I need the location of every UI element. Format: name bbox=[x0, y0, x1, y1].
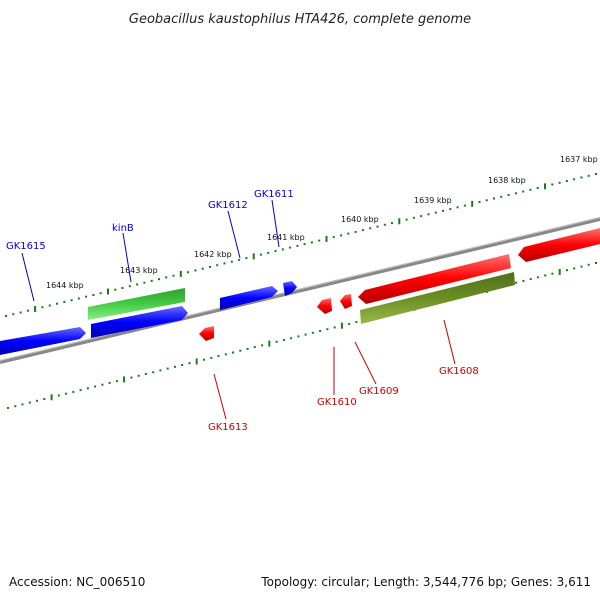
genome-backbone-highlight bbox=[0, 217, 600, 361]
gene-arrow-kinb[interactable] bbox=[88, 288, 185, 320]
gene-label-gk1615[interactable]: GK1615 bbox=[6, 241, 46, 252]
gene-arrow-red-right[interactable] bbox=[518, 228, 600, 262]
gene-arrow-blue-unlabeled[interactable] bbox=[91, 306, 188, 338]
map-title: Geobacillus kaustophilus HTA426, complet… bbox=[129, 12, 471, 27]
scale-labels: 1637 kbp 1638 kbp 1639 kbp 1640 kbp 1641… bbox=[46, 155, 598, 290]
scale-label-1641: 1641 kbp bbox=[267, 233, 305, 242]
genome-backbone bbox=[0, 217, 600, 364]
accession-text: Accession: NC_006510 bbox=[9, 575, 145, 589]
scale-label-1638: 1638 kbp bbox=[488, 176, 526, 185]
gene-arrow-gk1608[interactable] bbox=[358, 254, 511, 304]
gene-labels: GK1615 kinB GK1612 GK1611 GK1613 GK1610 … bbox=[6, 189, 479, 433]
scale-label-1639: 1639 kbp bbox=[414, 196, 452, 205]
gene-label-gk1611[interactable]: GK1611 bbox=[254, 189, 294, 200]
gene-label-kinb[interactable]: kinB bbox=[112, 223, 134, 234]
leader-kinb bbox=[122, 232, 132, 283]
label-leader-lines bbox=[21, 199, 456, 420]
gene-arrow-gk1609[interactable] bbox=[340, 294, 352, 309]
leader-gk1609 bbox=[354, 341, 377, 385]
scale-label-1642: 1642 kbp bbox=[194, 250, 232, 259]
forward-strand-genes bbox=[0, 281, 297, 355]
gene-arrow-gk1613[interactable] bbox=[199, 326, 214, 341]
leader-gk1611 bbox=[271, 199, 280, 248]
gene-label-gk1609[interactable]: GK1609 bbox=[359, 386, 399, 397]
gene-arrow-gk1615[interactable] bbox=[0, 327, 86, 355]
genome-summary-text: Topology: circular; Length: 3,544,776 bp… bbox=[260, 575, 591, 589]
scale-label-1643: 1643 kbp bbox=[120, 266, 158, 275]
gene-label-gk1612[interactable]: GK1612 bbox=[208, 200, 248, 211]
gene-arrow-gk1612[interactable] bbox=[220, 286, 278, 310]
scale-label-1644: 1644 kbp bbox=[46, 281, 84, 290]
leader-gk1615 bbox=[21, 252, 35, 302]
leader-gk1608 bbox=[443, 319, 456, 365]
gene-arrow-gk1611[interactable] bbox=[283, 281, 297, 296]
leader-gk1612 bbox=[227, 210, 241, 259]
gene-label-gk1613[interactable]: GK1613 bbox=[208, 422, 248, 433]
leader-gk1613 bbox=[213, 373, 227, 420]
scale-label-1637: 1637 kbp bbox=[560, 155, 598, 164]
scale-label-1640: 1640 kbp bbox=[341, 215, 379, 224]
gene-label-gk1608[interactable]: GK1608 bbox=[439, 366, 479, 377]
reverse-strand-genes bbox=[199, 228, 600, 341]
gene-label-gk1610[interactable]: GK1610 bbox=[317, 397, 357, 408]
gene-arrow-gk1610[interactable] bbox=[317, 298, 332, 314]
gene-arrow-gk1608-rna[interactable] bbox=[360, 272, 515, 324]
